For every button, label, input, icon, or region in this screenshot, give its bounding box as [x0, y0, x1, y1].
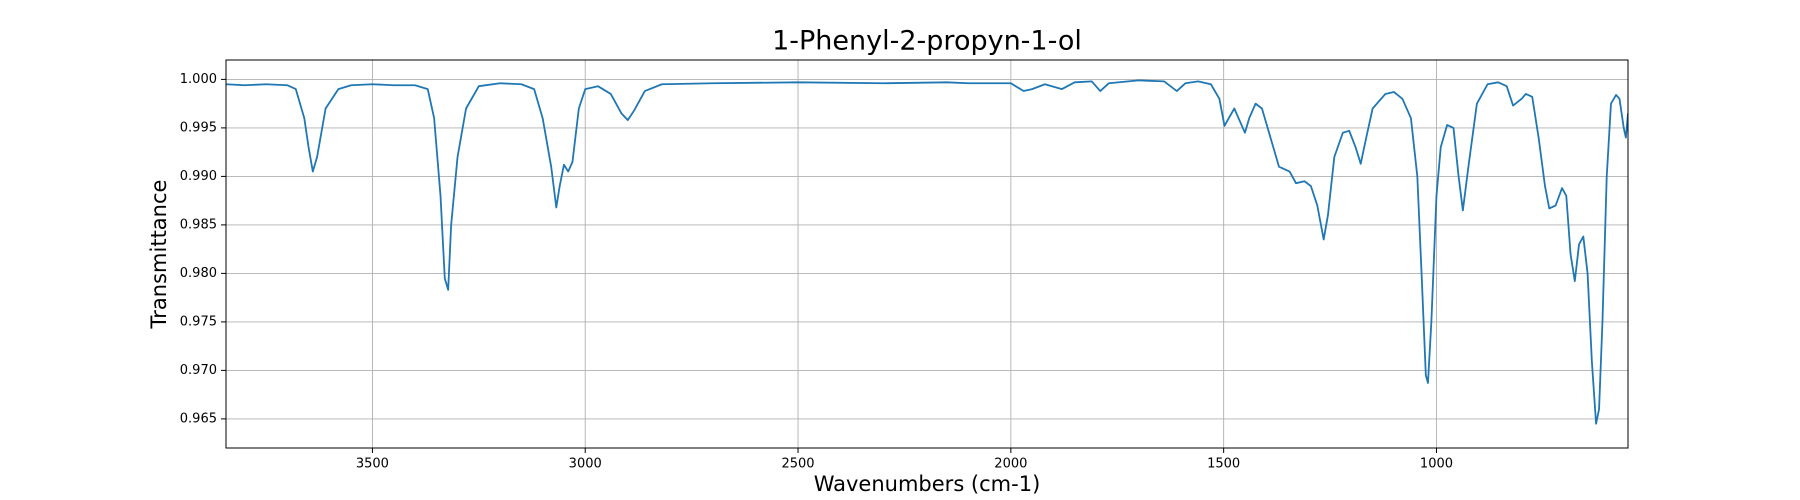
- x-tick-label: 1500: [1207, 457, 1240, 472]
- y-tick-label: 0.965: [180, 411, 217, 426]
- x-axis-label: Wavenumbers (cm-1): [814, 472, 1041, 496]
- chart-title: 1-Phenyl-2-propyn-1-ol: [772, 26, 1082, 57]
- x-tick-label: 1000: [1420, 457, 1453, 472]
- y-tick-label: 0.975: [180, 314, 217, 329]
- x-tick-label: 3000: [569, 457, 602, 472]
- y-tick-label: 1.000: [180, 72, 217, 87]
- y-tick-label: 0.980: [180, 266, 217, 281]
- y-tick-label: 0.970: [180, 363, 217, 378]
- x-tick-label: 2500: [781, 457, 814, 472]
- y-tick-label: 0.985: [180, 217, 217, 232]
- x-tick-label: 2000: [994, 457, 1027, 472]
- plot-frame: [225, 59, 1629, 449]
- spectrum-line: [226, 79, 1628, 425]
- y-axis-label: Transmittance: [147, 180, 171, 330]
- x-tick-label: 3500: [356, 457, 389, 472]
- y-tick-label: 0.990: [180, 169, 217, 184]
- y-tick-label: 0.995: [180, 120, 217, 135]
